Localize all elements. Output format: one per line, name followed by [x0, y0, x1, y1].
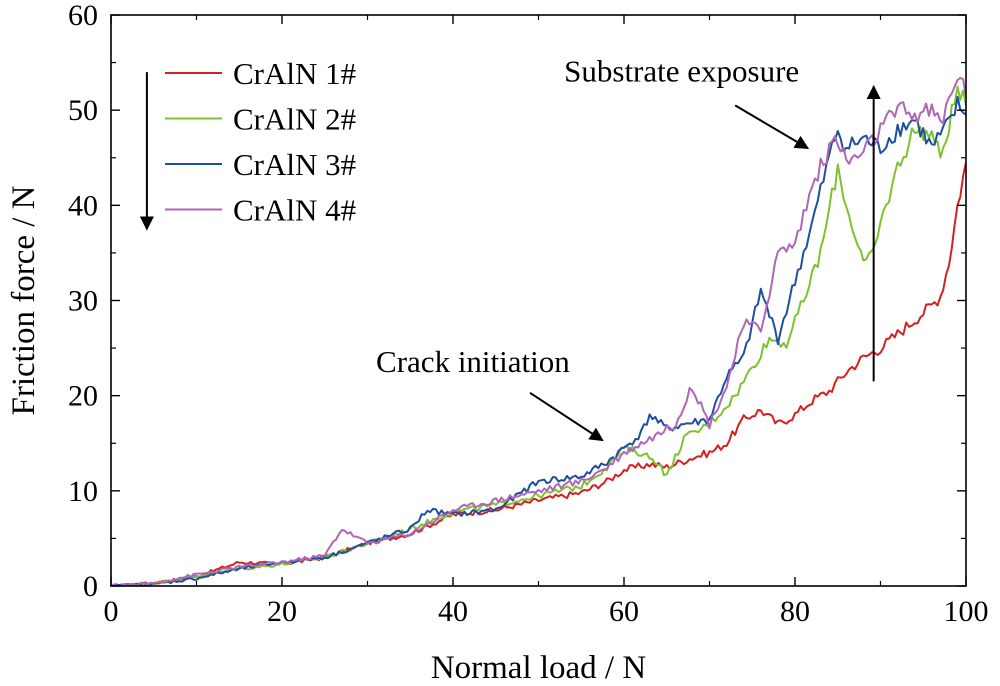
x-tick-label: 0 — [104, 595, 119, 628]
legend-label-2: CrAlN 2# — [233, 102, 356, 137]
y-tick-label: 50 — [68, 94, 98, 127]
x-tick-label: 80 — [780, 595, 810, 628]
annotations: Crack initiation Substrate exposure — [139, 54, 881, 442]
x-tick-label: 100 — [944, 595, 989, 628]
legend-label-1: CrAlN 1# — [233, 56, 356, 91]
x-tick-label: 60 — [609, 595, 639, 628]
x-tick-label: 20 — [267, 595, 297, 628]
y-tick-label: 10 — [68, 475, 98, 508]
x-tick-label: 40 — [438, 595, 468, 628]
y-tick-label: 40 — [68, 189, 98, 222]
legend: CrAlN 1# CrAlN 2# CrAlN 3# CrAlN 4# — [165, 56, 356, 228]
y-tick-label: 60 — [68, 0, 98, 32]
series-line-1 — [111, 162, 966, 586]
legend-label-3: CrAlN 3# — [233, 147, 356, 182]
annotation-label-1: Crack initiation — [376, 344, 570, 379]
series-line-4 — [111, 76, 966, 586]
x-axis-title: Normal load / N — [431, 650, 647, 686]
annotation-arrow-1 — [529, 391, 604, 442]
legend-label-4: CrAlN 4# — [233, 193, 356, 228]
y-tick-label: 30 — [68, 285, 98, 318]
y-tick-label: 0 — [83, 570, 98, 603]
annotation-label-2: Substrate exposure — [564, 54, 799, 89]
y-tick-label: 20 — [68, 380, 98, 413]
y-axis-title: Friction force / N — [6, 185, 42, 415]
annotation-arrow-2 — [734, 104, 810, 150]
axes: 0 20 40 60 80 100 0 10 20 30 40 50 60 — [68, 0, 989, 628]
series-line-3 — [111, 95, 966, 586]
plot-area — [111, 76, 966, 586]
